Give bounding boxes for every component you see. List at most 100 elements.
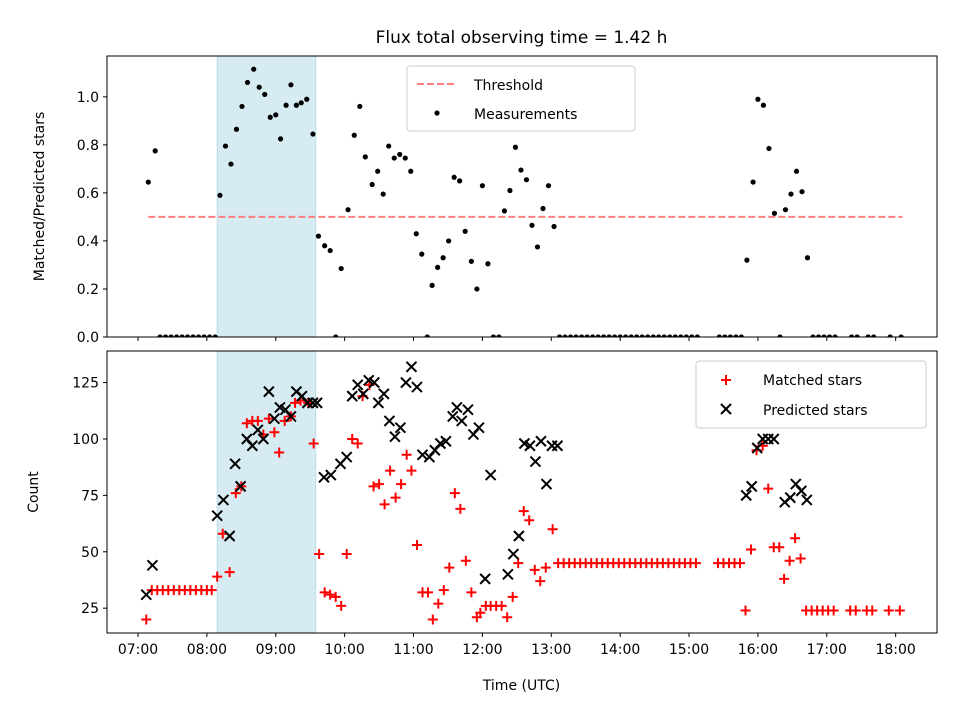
x-tick-label: 10:00 (324, 642, 364, 658)
measurement-point (567, 334, 574, 337)
matched-star-point (779, 573, 790, 584)
y-tick-label: 0.2 (77, 282, 99, 298)
matched-star-point (206, 585, 217, 596)
measurement-point (650, 334, 656, 337)
predicted-star-point (795, 485, 808, 497)
matched-star-point (460, 555, 471, 566)
measurement-point (788, 191, 794, 197)
predicted-star-point (140, 588, 152, 601)
measurement-point (545, 183, 552, 189)
measurement-point (157, 334, 163, 337)
y-tick-label: 50 (81, 545, 99, 561)
measurement-point (402, 155, 408, 161)
measurement-point (145, 179, 151, 185)
matched-star-point (746, 544, 757, 555)
measurement-point (760, 102, 767, 108)
matched-star-point (406, 465, 417, 476)
measurement-point (162, 334, 169, 337)
predicted-star-point (462, 403, 474, 416)
measurement-point (380, 191, 386, 197)
measurement-point (738, 334, 744, 337)
measurement-point (333, 334, 339, 337)
predicted-star-point (252, 424, 264, 436)
predicted-star-point (307, 397, 319, 409)
measurement-point (634, 334, 640, 337)
measurement-point (782, 207, 789, 213)
predicted-star-point (325, 469, 337, 481)
matched-star-point (274, 447, 285, 458)
predicted-star-point (551, 440, 564, 452)
matched-star-point (290, 397, 301, 408)
measurement-point (239, 103, 245, 110)
measurement-point (474, 286, 480, 292)
measurement-point (777, 334, 783, 337)
measurement-point (207, 334, 213, 337)
measurement-point (595, 334, 601, 337)
predicted-star-point (268, 412, 281, 425)
predicted-star-point (740, 489, 752, 502)
predicted-star-point (400, 376, 412, 389)
measurement-point (601, 334, 607, 337)
y-axis-label: Count (26, 471, 42, 513)
measurement-point (562, 334, 568, 337)
axes-frame (106, 350, 938, 634)
predicted-star-point (263, 385, 275, 398)
measurement-point (440, 255, 446, 261)
measurement-point (408, 168, 414, 174)
matched-star-point (212, 571, 223, 582)
measurement-point (578, 334, 585, 337)
matched-star-point (444, 562, 455, 573)
measurement-point (327, 247, 333, 254)
measurement-point (733, 334, 739, 337)
predicted-star-point (768, 433, 780, 445)
measurement-point (429, 282, 435, 288)
measurement-point (551, 223, 557, 230)
x-tick-label: 09:00 (256, 642, 296, 658)
y-tick-label: 0.0 (77, 330, 99, 346)
matched-star-point (252, 415, 263, 426)
y-tick-label: 0.6 (77, 186, 99, 202)
matched-star-point (449, 488, 460, 499)
matched-star-point (396, 479, 407, 490)
predicted-star-point (389, 431, 401, 443)
predicted-star-point (762, 433, 774, 445)
measurement-point (369, 181, 375, 188)
legend-predicted-swatch (720, 403, 732, 415)
measurement-point (848, 334, 855, 337)
matched-star-point (740, 605, 751, 616)
measurement-point (799, 189, 805, 195)
measurement-point (639, 334, 645, 337)
x-tick-label: 16:00 (738, 642, 778, 658)
measurement-point (315, 233, 322, 239)
legend: Threshold Measurements (406, 65, 636, 132)
predicted-star-point (473, 421, 485, 434)
predicted-star-point (211, 509, 223, 522)
measurement-point (645, 334, 651, 337)
matched-star-point (241, 418, 252, 429)
matched-star-point (224, 567, 235, 578)
predicted-star-point (234, 480, 247, 493)
matched-star-point (279, 415, 290, 426)
predicted-star-point (801, 494, 813, 506)
measurement-point (184, 334, 191, 337)
measurement-point (462, 228, 468, 234)
measurement-point (310, 131, 316, 137)
matched-star-point (314, 549, 325, 560)
measurement-point (362, 154, 368, 160)
predicted-star-point (416, 449, 429, 461)
measurement-point (590, 334, 596, 337)
measurement-point (168, 334, 174, 337)
matched-star-point (352, 438, 363, 449)
measurement-point (501, 208, 508, 214)
predicted-star-point (146, 559, 159, 572)
predicted-star-point (394, 421, 407, 434)
measurement-point (273, 112, 279, 118)
measurement-point (345, 207, 351, 213)
matched-star-point (828, 605, 839, 616)
measurement-point (678, 334, 684, 337)
measurement-point (262, 91, 268, 98)
predicted-star-point (346, 390, 358, 402)
measurement-point (419, 251, 425, 257)
matched-star-point (438, 585, 449, 596)
matched-star-point (455, 503, 466, 514)
